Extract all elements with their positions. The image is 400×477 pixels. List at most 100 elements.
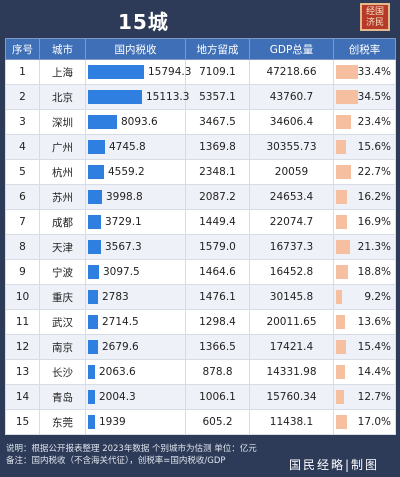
col-header-rate: 创税率 <box>333 38 396 60</box>
tax-value: 2714.5 <box>102 316 139 328</box>
local-retained-cell: 1449.4 <box>185 209 250 235</box>
local-retained-cell: 1476.1 <box>185 284 250 310</box>
city-cell: 广州 <box>39 134 86 160</box>
table-row: 14 青岛 2004.3 1006.1 15760.34 12.7% <box>5 384 396 410</box>
tax-cell: 4745.8 <box>85 134 186 160</box>
local-retained-cell: 1579.0 <box>185 234 250 260</box>
rate-cell: 12.7% <box>333 384 396 410</box>
tax-cell: 2783 <box>85 284 186 310</box>
tax-cell: 2004.3 <box>85 384 186 410</box>
gdp-cell: 34606.4 <box>249 109 334 135</box>
table-row: 15 东莞 1939 605.2 11438.1 17.0% <box>5 409 396 435</box>
brand-seal: 经国 济民 <box>360 3 390 31</box>
rate-bar <box>336 390 344 404</box>
rank-cell: 8 <box>5 234 40 260</box>
rank-cell: 7 <box>5 209 40 235</box>
tax-bar <box>88 190 102 204</box>
tax-bar <box>88 340 98 354</box>
tax-cell: 3097.5 <box>85 259 186 285</box>
rate-cell: 13.6% <box>333 309 396 335</box>
tax-bar <box>88 65 144 79</box>
table-row: 12 南京 2679.6 1366.5 17421.4 15.4% <box>5 334 396 360</box>
tax-bar <box>88 365 95 379</box>
tax-cell: 15113.3 <box>85 84 190 110</box>
tax-value: 3729.1 <box>105 216 142 228</box>
table-row: 2 北京 15113.3 5357.1 43760.7 34.5% <box>5 84 396 110</box>
rate-cell: 14.4% <box>333 359 396 385</box>
city-cell: 上海 <box>39 59 86 85</box>
city-cell: 天津 <box>39 234 86 260</box>
gdp-cell: 16452.8 <box>249 259 334 285</box>
table-row: 11 武汉 2714.5 1298.4 20011.65 13.6% <box>5 309 396 335</box>
local-retained-cell: 605.2 <box>185 409 250 435</box>
rank-cell: 3 <box>5 109 40 135</box>
city-cell: 东莞 <box>39 409 86 435</box>
rate-bar <box>336 65 358 79</box>
tax-value: 15113.3 <box>146 91 190 103</box>
rate-bar <box>336 140 346 154</box>
rate-cell: 23.4% <box>333 109 396 135</box>
rate-bar <box>336 265 348 279</box>
local-retained-cell: 878.8 <box>185 359 250 385</box>
city-tax-table: 序号 城市 国内税收 地方留成 GDP总量 创税率 1 上海 15794.3 7109… <box>5 38 396 435</box>
tax-cell: 3729.1 <box>85 209 186 235</box>
table-header-row: 序号 城市 国内税收 地方留成 GDP总量 创税率 <box>5 38 396 60</box>
local-retained-cell: 2348.1 <box>185 159 250 185</box>
city-cell: 南京 <box>39 334 86 360</box>
rate-value: 23.4% <box>357 116 391 128</box>
tax-cell: 2679.6 <box>85 334 186 360</box>
local-retained-cell: 7109.1 <box>185 59 250 85</box>
gdp-cell: 15760.34 <box>249 384 334 410</box>
rank-cell: 14 <box>5 384 40 410</box>
local-retained-cell: 1464.6 <box>185 259 250 285</box>
rate-value: 16.2% <box>357 191 391 203</box>
rate-value: 33.4% <box>357 66 391 78</box>
table-row: 9 宁波 3097.5 1464.6 16452.8 18.8% <box>5 259 396 285</box>
rank-cell: 12 <box>5 334 40 360</box>
tax-bar <box>88 165 104 179</box>
table-row: 4 广州 4745.8 1369.8 30355.73 15.6% <box>5 134 396 160</box>
tax-bar <box>88 115 117 129</box>
tax-value: 2004.3 <box>99 391 136 403</box>
rate-bar <box>336 165 351 179</box>
city-cell: 杭州 <box>39 159 86 185</box>
gdp-cell: 43760.7 <box>249 84 334 110</box>
rate-bar <box>336 315 345 329</box>
city-cell: 苏州 <box>39 184 86 210</box>
rate-bar <box>336 215 347 229</box>
rate-cell: 15.4% <box>333 334 396 360</box>
rate-cell: 16.9% <box>333 209 396 235</box>
local-retained-cell: 3467.5 <box>185 109 250 135</box>
tax-cell: 8093.6 <box>85 109 186 135</box>
rate-value: 9.2% <box>364 291 391 303</box>
rate-bar <box>336 340 346 354</box>
city-cell: 深圳 <box>39 109 86 135</box>
rate-bar <box>336 290 342 304</box>
rate-value: 16.9% <box>357 216 391 228</box>
city-cell: 重庆 <box>39 284 86 310</box>
tax-value: 3998.8 <box>106 191 143 203</box>
table-row: 7 成都 3729.1 1449.4 22074.7 16.9% <box>5 209 396 235</box>
tax-bar <box>88 290 98 304</box>
rate-value: 21.3% <box>357 241 391 253</box>
tax-bar <box>88 90 142 104</box>
rank-cell: 6 <box>5 184 40 210</box>
tax-value: 3097.5 <box>103 266 140 278</box>
rank-cell: 9 <box>5 259 40 285</box>
rate-cell: 15.6% <box>333 134 396 160</box>
table-row: 3 深圳 8093.6 3467.5 34606.4 23.4% <box>5 109 396 135</box>
rate-bar <box>336 365 345 379</box>
tax-bar <box>88 265 99 279</box>
city-cell: 宁波 <box>39 259 86 285</box>
rank-cell: 2 <box>5 84 40 110</box>
gdp-cell: 16737.3 <box>249 234 334 260</box>
col-header-tax: 国内税收 <box>85 38 186 60</box>
col-header-city: 城市 <box>39 38 86 60</box>
tax-bar <box>88 415 95 429</box>
brand-credit: 国民经略|制图 <box>289 458 380 472</box>
gdp-cell: 24653.4 <box>249 184 334 210</box>
footnote-1: 说明：根据公开报表整理 2023年数据 个别城市为估测 单位：亿元 <box>6 444 257 454</box>
rate-value: 13.6% <box>357 316 391 328</box>
tax-cell: 2714.5 <box>85 309 186 335</box>
